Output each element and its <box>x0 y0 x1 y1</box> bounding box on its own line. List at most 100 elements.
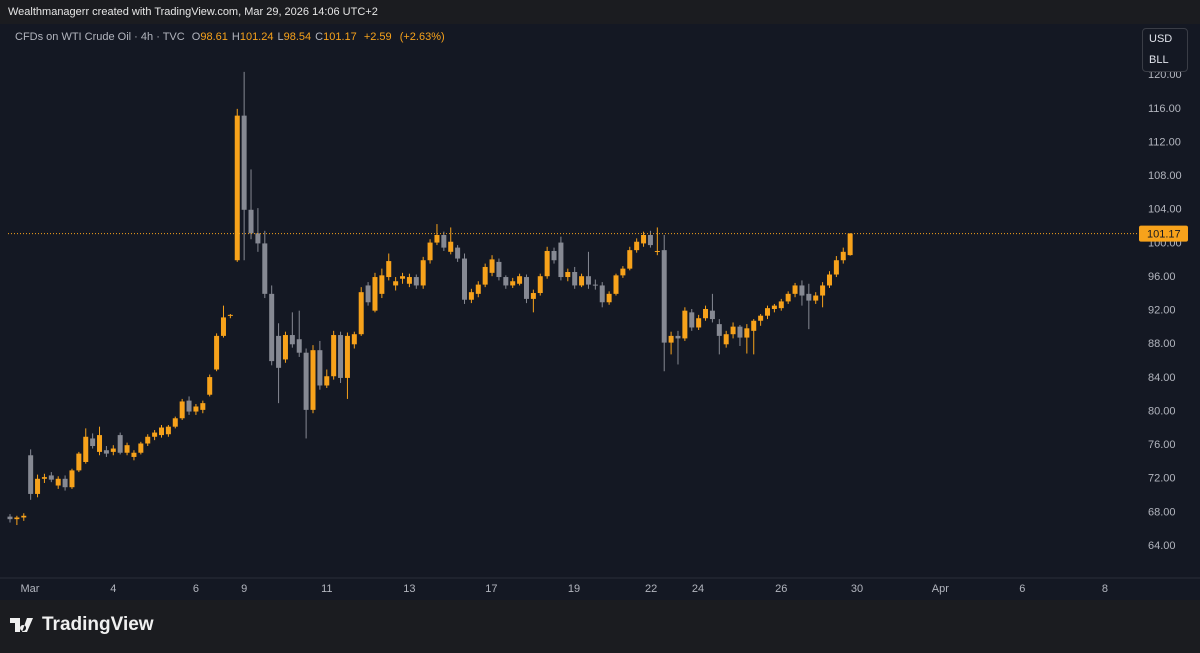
candle-body <box>138 443 144 453</box>
ohlc-key: O <box>191 31 201 43</box>
candle-body <box>124 445 130 453</box>
candle-body <box>847 233 853 256</box>
candle-body <box>427 242 433 261</box>
candle-body <box>413 277 419 286</box>
candle-body <box>386 261 392 278</box>
x-tick-label: 9 <box>241 583 247 595</box>
candle-body <box>420 260 426 286</box>
candle-body <box>331 335 337 377</box>
x-tick-label: 30 <box>851 583 863 595</box>
y-tick-label: 92.00 <box>1148 305 1176 317</box>
x-tick-label: 11 <box>321 583 332 595</box>
candle-body <box>220 317 226 336</box>
candle-body <box>324 376 330 386</box>
candle-body <box>276 335 282 368</box>
candle-body <box>448 241 454 252</box>
candle-body <box>826 274 832 286</box>
candle-body <box>234 115 240 261</box>
ohlc-key: H <box>231 31 240 43</box>
candle-body <box>606 293 612 303</box>
candle-body <box>654 250 660 252</box>
candle-body <box>255 233 261 244</box>
candle-body <box>351 334 357 345</box>
candle-body <box>193 406 199 412</box>
candle-body <box>200 403 206 410</box>
candle-body <box>172 418 178 427</box>
y-tick-label: 96.00 <box>1148 271 1176 283</box>
candle-body <box>737 326 743 338</box>
candle-body <box>21 515 27 518</box>
chart-bg <box>0 24 1200 600</box>
last-price-tag <box>1139 225 1188 242</box>
y-tick-label: 104.00 <box>1148 204 1182 216</box>
change: +2.59 <box>363 31 392 43</box>
candle-body <box>647 235 653 246</box>
candle-body <box>758 315 764 321</box>
logo <box>10 618 33 632</box>
candle-body <box>537 276 543 294</box>
candle-body <box>799 285 805 296</box>
candle-body <box>406 277 412 284</box>
currency: USD <box>1149 33 1173 45</box>
candle-body <box>358 292 364 335</box>
candle-body <box>117 435 123 453</box>
candle-body <box>813 295 819 301</box>
candle-body <box>462 258 468 300</box>
legend: CFDs on WTI Crude Oil · 4h · TVC O98.61 H… <box>15 31 450 43</box>
candle-body <box>35 478 41 494</box>
ohlc-value: 101.24 <box>239 31 274 43</box>
candle-body <box>248 209 254 234</box>
candle-body <box>55 478 61 486</box>
candle-body <box>282 335 288 360</box>
y-tick-label: 72.00 <box>1148 473 1176 485</box>
x-tick-label: 6 <box>193 583 199 595</box>
candle-body <box>227 314 233 316</box>
candle-body <box>455 247 461 259</box>
candle-body <box>620 268 626 276</box>
candle-body <box>709 310 715 320</box>
ohlc-key: C <box>315 31 324 43</box>
candle-body <box>310 350 316 410</box>
scale-box[interactable]: USD BLL <box>1142 28 1188 72</box>
candle-body <box>241 115 247 210</box>
candle-body <box>372 277 378 311</box>
candle-body <box>641 235 647 244</box>
candle-body <box>716 324 722 336</box>
candle-body <box>303 352 309 410</box>
candle-body <box>833 260 839 275</box>
y-tick-label: 76.00 <box>1148 439 1176 451</box>
candle-body <box>317 350 323 386</box>
candle-body <box>530 293 536 299</box>
x-axis-bg <box>0 579 1200 600</box>
credit: Wealthmanagerr created with TradingView.… <box>0 0 1200 24</box>
candle-body <box>145 436 151 444</box>
y-tick-label: 84.00 <box>1148 372 1176 384</box>
candle-body <box>41 477 47 479</box>
candle-body <box>840 251 846 261</box>
candle-body <box>565 271 571 278</box>
candle-body <box>792 285 798 294</box>
candle-body <box>730 326 736 335</box>
candle-body <box>207 377 213 395</box>
candle-body <box>613 275 619 294</box>
candle-body <box>517 276 523 284</box>
candle-body <box>503 277 509 286</box>
candle-body <box>262 243 268 294</box>
candle-body <box>723 334 729 345</box>
x-tick-label: 26 <box>775 583 787 595</box>
candle-body <box>165 426 171 435</box>
candle-body <box>152 432 158 437</box>
y-tick-label: 80.00 <box>1148 405 1176 417</box>
candle-body <box>806 293 812 301</box>
candle-body <box>214 335 220 370</box>
x-tick-label: Apr <box>932 583 949 595</box>
candle-body <box>703 308 709 319</box>
y-tick-label: 64.00 <box>1148 540 1176 552</box>
ohlc-value: 98.54 <box>283 31 312 43</box>
x-tick-label: 13 <box>403 583 415 595</box>
chart: 64.00 68.00 72.00 76.00 80.00 84.00 88.00 92.00… <box>0 24 1200 600</box>
x-tick-label: 22 <box>645 583 657 595</box>
candle-body <box>771 305 777 309</box>
candle-body <box>489 259 495 273</box>
candle-body <box>599 285 605 303</box>
